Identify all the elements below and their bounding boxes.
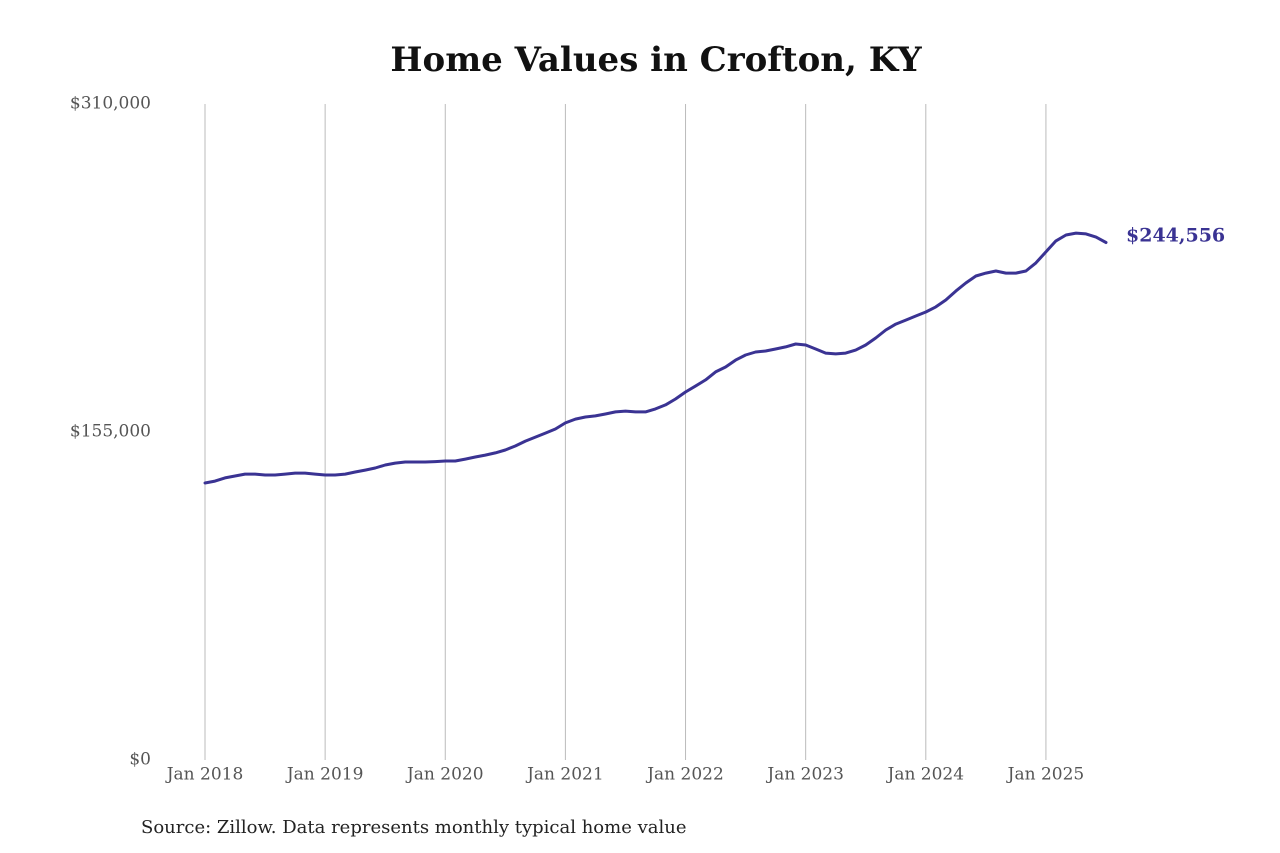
x-tick-label: Jan 2018 — [165, 765, 244, 785]
value-label: $244,556 — [1126, 224, 1225, 246]
x-tick-label: Jan 2020 — [405, 765, 484, 785]
y-tick-label: $0 — [129, 750, 151, 770]
x-tick-label: Jan 2022 — [645, 765, 724, 785]
y-tick-label: $310,000 — [70, 94, 151, 114]
x-tick-label: Jan 2024 — [886, 765, 965, 785]
chart-title: Home Values in Crofton, KY — [390, 40, 922, 80]
x-tick-label: Jan 2021 — [525, 765, 604, 785]
source-note: Source: Zillow. Data represents monthly … — [141, 817, 687, 838]
x-tick-label: Jan 2023 — [765, 765, 844, 785]
x-tick-label: Jan 2019 — [285, 765, 364, 785]
x-tick-label: Jan 2025 — [1006, 765, 1085, 785]
y-tick-label: $155,000 — [70, 422, 151, 442]
line — [203, 231, 1108, 485]
